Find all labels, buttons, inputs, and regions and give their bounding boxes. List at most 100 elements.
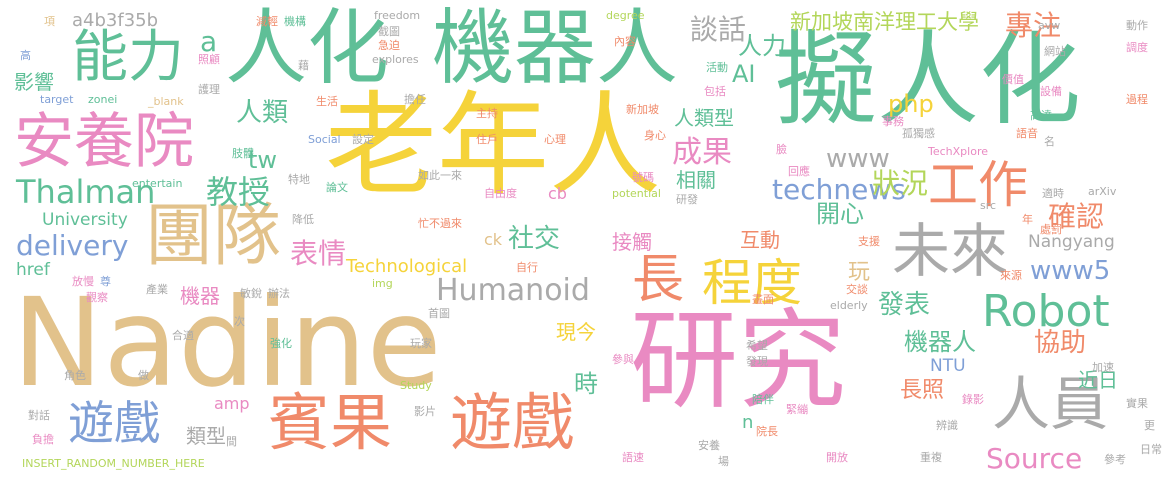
word-content: 內容	[614, 35, 636, 48]
word-techxplore: TechXplore	[928, 145, 988, 158]
word-source-cn: 來源	[1000, 269, 1022, 282]
word-player: 玩家	[410, 337, 432, 350]
word-ntu-cn: 新加坡南洋理工大學	[790, 10, 979, 34]
word-nowadays: 現今	[556, 320, 596, 344]
word-between: 間	[226, 435, 237, 448]
word-game-2: 遊戲	[68, 396, 160, 450]
word-industry: 產業	[146, 283, 168, 296]
word-activity: 活動	[706, 61, 728, 74]
word-blank: _blank	[148, 95, 184, 108]
word-affairs: 事務	[882, 115, 904, 128]
word-technews: technews	[772, 173, 906, 206]
word-team: 團隊	[145, 197, 282, 276]
word-website: 網站	[1044, 45, 1066, 58]
word-urgent: 急迫	[378, 39, 400, 52]
word-keen: 敏銳	[240, 287, 262, 300]
word-type: 類型	[186, 424, 226, 448]
word-humanoid: Humanoid	[436, 273, 590, 308]
word-voice: 語音	[1016, 127, 1038, 140]
word-robot: Robot	[982, 286, 1110, 337]
word-times: 次	[234, 315, 245, 328]
word-www: www	[826, 144, 890, 174]
word-value: 價值	[1002, 73, 1024, 86]
word-a4b3f35b: a4b3f35b	[72, 10, 159, 31]
word-elderly-en: elderly	[830, 299, 868, 312]
word-nursing-short: 安養	[698, 439, 720, 452]
word-interaction: 互動	[740, 228, 780, 252]
word-video-record: 錄影	[962, 393, 984, 406]
word-university: University	[42, 210, 128, 230]
word-research: 研究	[630, 299, 847, 424]
word-robot-small: 機器人	[904, 328, 976, 356]
word-conversation: 談話	[690, 13, 747, 46]
word-recognize: 辨識	[936, 419, 958, 432]
word-participate: 參與	[612, 353, 634, 366]
word-game-1: 遊戲	[450, 386, 575, 459]
word-specially: 特地	[288, 173, 310, 186]
word-anthropomorphize: 擬人化	[775, 21, 1081, 140]
word-self: 自行	[516, 261, 538, 274]
word-cb: cb	[548, 184, 567, 203]
word-ntu: NTU	[930, 356, 966, 376]
word-more: 更	[1144, 419, 1155, 432]
word-life: 生活	[316, 95, 338, 108]
word-discover: 發現	[746, 355, 768, 368]
word-reference: 參考	[1104, 453, 1126, 466]
word-alleviate: 減輕	[256, 15, 278, 28]
word-source: Source	[986, 442, 1083, 475]
word-include: 包括	[704, 85, 726, 98]
word-action: 動作	[1126, 19, 1148, 32]
word-observe: 觀察	[86, 291, 108, 304]
word-timely: 適時	[1042, 187, 1064, 200]
word-manpower: 人力	[738, 32, 786, 60]
word-strengthen: 強化	[270, 337, 292, 350]
word-ai: AI	[732, 60, 756, 88]
word-body-mind: 身心	[644, 129, 666, 142]
word-speech-rate: 語速	[622, 451, 644, 464]
word-recently: 近日	[1078, 368, 1118, 392]
word-slow-down: 放慢	[72, 275, 94, 288]
word-bingo: 賓果	[268, 386, 393, 459]
word-burden: 負擔	[32, 433, 54, 446]
word-setting: 設定	[352, 133, 374, 146]
word-long: 長	[632, 250, 685, 310]
word-nursing: 護理	[198, 83, 220, 96]
word-screen: 畫面	[752, 293, 774, 306]
word-director: 院長	[756, 425, 778, 438]
word-do: 做	[138, 369, 149, 382]
word-explores: explores	[372, 53, 419, 66]
word-venue: 場	[718, 455, 729, 468]
word-resident: 住戶	[476, 133, 498, 146]
word-response: 回應	[788, 165, 810, 178]
word-accompany: 陪伴	[752, 393, 774, 406]
word-up-to: 高達	[1030, 109, 1052, 122]
word-focus: 專注	[1005, 9, 1062, 42]
word-influence: 影響	[14, 70, 54, 94]
word-method: 辦法	[268, 287, 290, 300]
word-film: 影片	[414, 405, 436, 418]
word-status: 狀況	[872, 167, 929, 200]
word-confirm: 確認	[1048, 200, 1105, 233]
word-assist: 協助	[1034, 328, 1087, 358]
word-n: n	[742, 412, 754, 433]
word-avw: avw	[1038, 19, 1061, 32]
word-year: 年	[1022, 213, 1033, 226]
word-degree-cn: 程度	[702, 254, 802, 312]
word-repeat: 重複	[920, 451, 942, 464]
word-freedom: freedom	[374, 9, 421, 22]
word-nursing-home: 安養院	[14, 107, 194, 177]
word-cover-image: 首圖	[428, 307, 450, 320]
word-robot-cn: 機器人	[432, 1, 679, 96]
word-degree: degree	[606, 9, 645, 22]
word-humanoid-type: 人類型	[674, 106, 734, 130]
word-work: 工作	[928, 156, 1028, 214]
word-institution: 機構	[284, 15, 306, 28]
word-serve-as: 擔任	[404, 93, 426, 106]
word-contact: 接觸	[612, 230, 652, 254]
word-when: 時	[574, 370, 598, 398]
word-zonei: zonei	[88, 93, 118, 106]
word-personnel: 人員	[992, 370, 1109, 438]
word-tw: tw	[248, 146, 278, 174]
word-loneliness: 孤獨感	[902, 127, 935, 140]
word-real-result: 實果	[1126, 397, 1148, 410]
